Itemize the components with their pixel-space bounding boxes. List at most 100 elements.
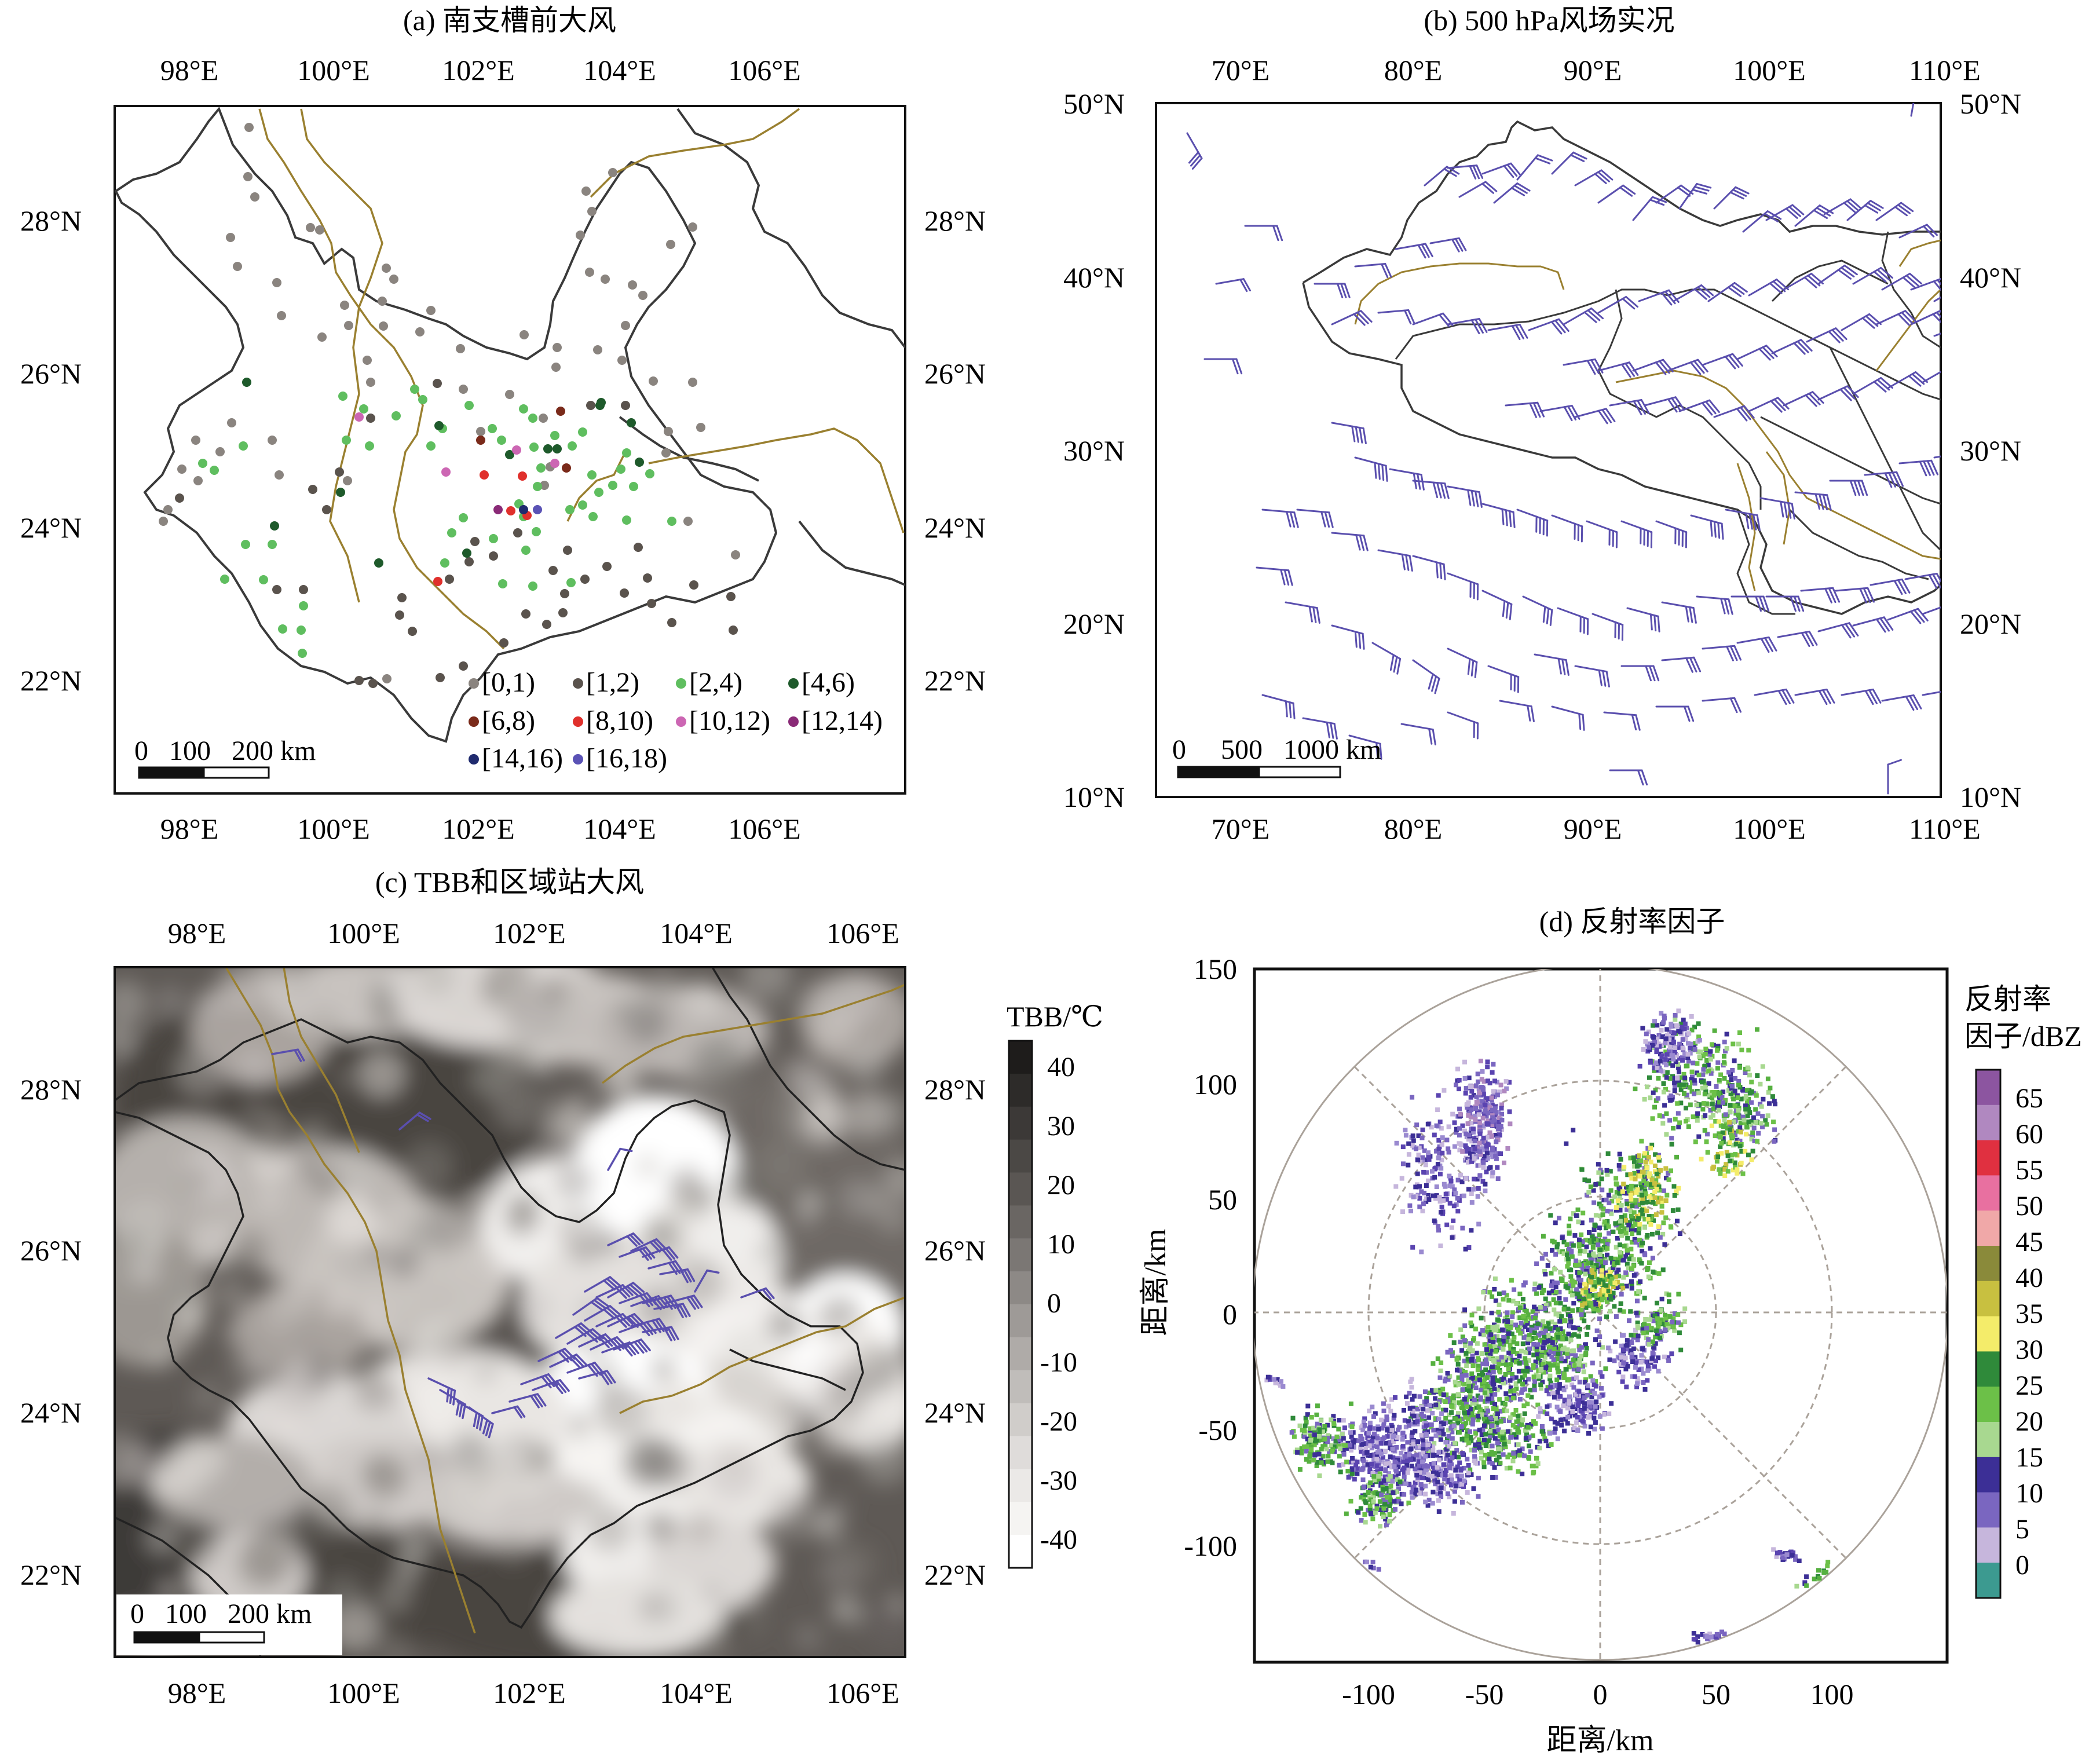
wind-barb — [1412, 480, 1450, 499]
echo-cell — [1499, 1102, 1504, 1107]
wind-barb — [1829, 480, 1868, 496]
echo-cell — [1580, 1239, 1585, 1244]
tbb-texture — [216, 967, 268, 1012]
tbb-texture — [857, 1431, 905, 1485]
echo-cell — [1748, 1122, 1754, 1128]
echo-cell — [1482, 1342, 1487, 1347]
station-marker — [528, 581, 537, 591]
echo-cell — [1419, 1189, 1424, 1194]
echo-cell — [1572, 1325, 1577, 1330]
echo-cell — [1473, 1106, 1479, 1111]
echo-cell — [1429, 1125, 1434, 1130]
echo-cell — [1695, 1114, 1700, 1119]
station-marker — [441, 467, 451, 477]
echo-cell — [1495, 1334, 1500, 1339]
echo-cell — [1600, 1345, 1605, 1350]
echo-cell — [1681, 1071, 1686, 1077]
echo-cell — [1691, 1060, 1696, 1066]
echo-cell — [1453, 1416, 1458, 1421]
echo-cell — [1510, 1458, 1516, 1464]
echo-cell — [1647, 1075, 1652, 1080]
echo-cell — [1555, 1436, 1560, 1442]
echo-cell — [1478, 1128, 1483, 1133]
station-marker — [250, 192, 259, 202]
echo-cell — [1635, 1337, 1640, 1343]
echo-cell — [1736, 1129, 1740, 1134]
echo-cell — [1555, 1281, 1560, 1285]
echo-cell — [1534, 1261, 1539, 1266]
station-marker — [568, 441, 577, 451]
echo-cell — [1657, 1044, 1662, 1049]
echo-cell — [1659, 1027, 1664, 1033]
echo-cell — [1361, 1458, 1366, 1463]
echo-cell — [1719, 1151, 1724, 1156]
lon-label: 106°E — [728, 813, 801, 845]
echo-cell — [1771, 1120, 1776, 1125]
echo-cell — [1614, 1245, 1619, 1250]
echo-cell — [1487, 1330, 1492, 1334]
echo-cell — [1585, 1260, 1590, 1265]
echo-cell — [1514, 1435, 1519, 1440]
echo-cell — [1598, 1168, 1603, 1173]
echo-cell — [1362, 1512, 1367, 1517]
echo-cell — [1456, 1454, 1461, 1460]
echo-cell — [1470, 1354, 1475, 1359]
echo-cell — [1414, 1453, 1419, 1458]
echo-cell — [1552, 1346, 1557, 1351]
echo-cell — [1439, 1494, 1444, 1499]
echo-cell — [1579, 1242, 1585, 1247]
scale-bar-label: 0 100 200 km — [130, 1599, 312, 1629]
echo-cell — [1351, 1430, 1356, 1435]
station-marker — [476, 427, 485, 436]
echo-cell — [1567, 1231, 1572, 1236]
echo-cell — [1592, 1227, 1597, 1232]
echo-cell — [1587, 1230, 1592, 1235]
echo-cell — [1696, 1091, 1702, 1096]
lon-label: 106°E — [826, 917, 899, 949]
echo-cell — [1468, 1406, 1473, 1411]
echo-cell — [1459, 1348, 1465, 1353]
tbb-texture — [174, 1433, 224, 1483]
echo-cell — [1535, 1461, 1541, 1466]
station-marker — [297, 626, 306, 635]
wind-barb — [1864, 471, 1904, 488]
echo-cell — [1498, 1433, 1503, 1439]
echo-cell — [1450, 1353, 1455, 1358]
echo-cell — [1577, 1294, 1582, 1300]
echo-cell — [1608, 1169, 1613, 1174]
country-boundary — [1303, 120, 1941, 284]
echo-cell — [1386, 1464, 1392, 1468]
echo-cell — [1436, 1155, 1442, 1161]
tbb-texture — [398, 1534, 429, 1564]
echo-cell — [1725, 1169, 1731, 1174]
echo-cell — [1553, 1300, 1558, 1305]
echo-cell — [1597, 1334, 1603, 1339]
echo-cell — [1446, 1433, 1451, 1439]
echo-cell — [1642, 1387, 1648, 1392]
echo-cell — [1546, 1352, 1552, 1357]
echo-cell — [1450, 1429, 1455, 1435]
echo-cell — [1733, 1152, 1738, 1157]
river — [1615, 370, 1941, 560]
echo-cell — [1681, 1018, 1686, 1023]
echo-cell — [1419, 1417, 1424, 1422]
echo-cell — [1485, 1384, 1490, 1389]
echo-cell — [1579, 1315, 1585, 1321]
echo-cell — [1671, 1056, 1676, 1062]
legend-label: [12,14) — [802, 705, 883, 736]
echo-cell — [1497, 1291, 1502, 1296]
station-marker — [464, 401, 474, 410]
echo-cell — [1428, 1450, 1433, 1455]
echo-cell — [1649, 1356, 1655, 1361]
echo-cell — [1672, 1085, 1677, 1090]
echo-cell — [1468, 1321, 1473, 1325]
echo-cell — [1572, 1363, 1578, 1368]
echo-cell — [1542, 1350, 1547, 1355]
echo-cell — [1743, 1070, 1748, 1075]
echo-cell — [1418, 1444, 1423, 1449]
echo-cell — [1563, 1398, 1568, 1403]
echo-cell — [1425, 1429, 1430, 1435]
echo-cell — [1596, 1308, 1601, 1313]
echo-cell — [1640, 1347, 1645, 1352]
echo-cell — [1484, 1169, 1489, 1175]
